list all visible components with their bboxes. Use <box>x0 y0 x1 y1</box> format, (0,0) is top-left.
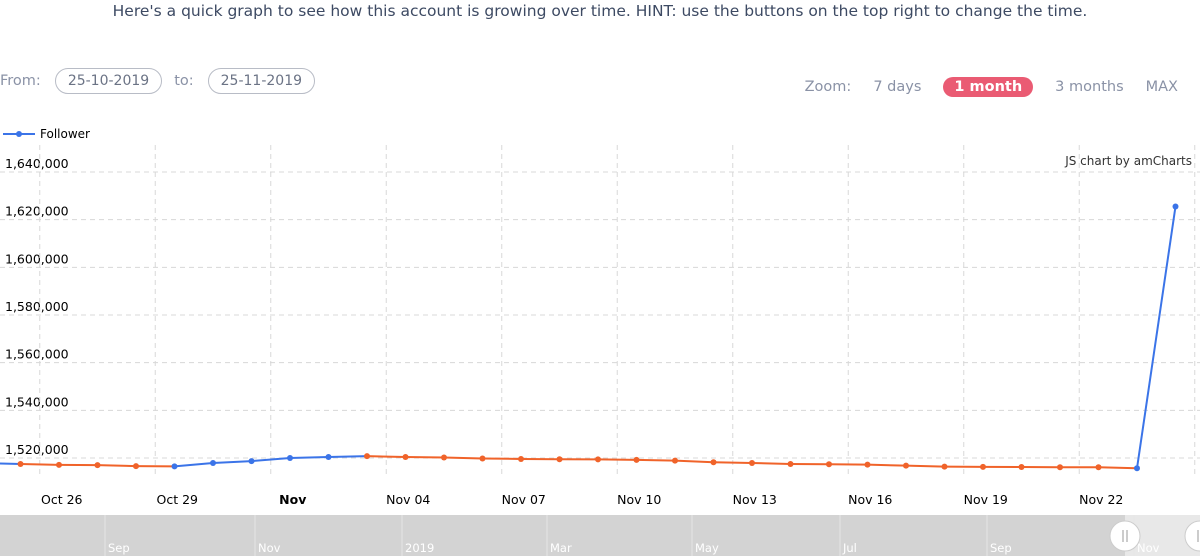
from-label: From: <box>0 73 41 89</box>
series-segment <box>0 462 21 465</box>
scrollbar-right-grip[interactable] <box>1184 520 1200 552</box>
scrollbar-track[interactable] <box>0 515 1200 556</box>
series-segment <box>751 462 791 465</box>
series-segment <box>174 462 214 468</box>
data-point <box>94 462 101 469</box>
zoom-label: Zoom: <box>804 79 852 95</box>
follower-chart: Follower 1,520,000 1,540,000 1,560,000 1,580… <box>0 127 1200 556</box>
data-point <box>980 463 986 470</box>
series-segment <box>443 456 483 460</box>
series-segment <box>1098 466 1138 470</box>
data-point <box>787 460 794 467</box>
series-segment <box>867 463 907 467</box>
data-point <box>672 457 678 464</box>
data-point <box>749 460 755 467</box>
data-point <box>402 454 409 461</box>
series-segment <box>366 455 406 459</box>
x-tick-label: Nov 13 <box>733 492 777 507</box>
data-point <box>1134 465 1140 472</box>
x-tick-label: Nov 04 <box>386 492 430 507</box>
series-segment <box>713 461 753 465</box>
data-point <box>595 456 601 463</box>
x-tick-label: Nov 16 <box>848 492 892 507</box>
zoom-1-month-button[interactable]: 1 month <box>943 77 1034 97</box>
from-date-input[interactable]: 25-10-2019 <box>54 68 163 94</box>
y-tick-label: 1,600,000 <box>5 251 69 266</box>
legend-label: Follower <box>40 127 90 141</box>
series-segment <box>636 458 676 462</box>
data-point <box>364 453 370 460</box>
data-point <box>325 454 332 461</box>
data-point <box>903 462 909 469</box>
scrollbar-label: Nov <box>1137 541 1160 555</box>
y-tick-label: 1,560,000 <box>5 347 69 362</box>
data-point <box>633 456 640 463</box>
y-tick-label: 1,580,000 <box>5 299 69 314</box>
scrollbar-label: 2019 <box>405 541 434 555</box>
series-segment <box>251 457 291 463</box>
data-point <box>171 463 178 470</box>
data-point <box>56 461 62 468</box>
data-point <box>1057 464 1063 471</box>
data-point <box>864 461 871 468</box>
hint-text: Here's a quick graph to see how this acc… <box>112 2 1088 20</box>
scrollbar-left-grip[interactable] <box>1109 520 1141 552</box>
data-point <box>1172 203 1179 210</box>
series-segment <box>328 455 368 459</box>
to-label: to: <box>174 73 194 89</box>
scrollbar-label: May <box>695 541 719 555</box>
series-segment <box>674 459 714 464</box>
data-point <box>556 456 563 463</box>
scrollbar-label: Sep <box>108 541 130 555</box>
data-point <box>248 458 255 465</box>
data-point <box>210 460 216 467</box>
data-point <box>826 461 832 468</box>
zoom-7-days-button[interactable]: 7 days <box>873 79 922 95</box>
scrollbar-label: Mar <box>550 541 572 555</box>
data-point <box>479 455 486 462</box>
y-tick-label: 1,540,000 <box>5 394 69 409</box>
to-date-input[interactable]: 25-11-2019 <box>207 68 316 94</box>
series-segment <box>1136 206 1177 469</box>
data-point <box>1018 464 1025 471</box>
date-range: From: 25-10-2019 to: 25-11-2019 <box>0 68 327 94</box>
data-point <box>133 463 139 470</box>
zoom-controls: Zoom: 7 days 1 month 3 months MAX <box>783 77 1200 97</box>
y-tick-label: 1,520,000 <box>5 442 69 457</box>
series-segment <box>905 464 945 468</box>
data-point <box>518 455 524 462</box>
data-point <box>441 454 447 461</box>
data-point <box>17 460 24 467</box>
x-tick-label: Nov 19 <box>964 492 1008 507</box>
legend-marker <box>16 131 22 137</box>
scrollbar-label: Sep <box>990 541 1012 555</box>
zoom-max-button[interactable]: MAX <box>1145 79 1178 95</box>
x-tick-label: Oct 29 <box>157 492 199 507</box>
y-tick-label: 1,640,000 <box>5 156 69 171</box>
series-segment <box>212 460 252 465</box>
zoom-3-months-button[interactable]: 3 months <box>1055 79 1124 95</box>
data-point <box>1095 464 1102 471</box>
data-point <box>287 455 293 461</box>
data-point <box>941 463 948 470</box>
scrollbar-label: Jul <box>842 541 857 555</box>
data-point <box>710 459 717 466</box>
series-segment <box>289 456 329 459</box>
x-tick-label: Oct 26 <box>41 492 83 507</box>
series-segment <box>97 464 137 468</box>
x-tick-label: Nov 10 <box>617 492 661 507</box>
scrollbar-label: Nov <box>258 541 281 555</box>
x-tick-label: Nov 07 <box>502 492 546 507</box>
series-segment <box>20 462 60 466</box>
amcharts-credit: JS chart by amCharts <box>1064 154 1192 168</box>
y-tick-label: 1,620,000 <box>5 204 69 219</box>
x-tick-label: Nov 22 <box>1079 492 1123 507</box>
x-tick-label: Nov <box>279 492 306 507</box>
